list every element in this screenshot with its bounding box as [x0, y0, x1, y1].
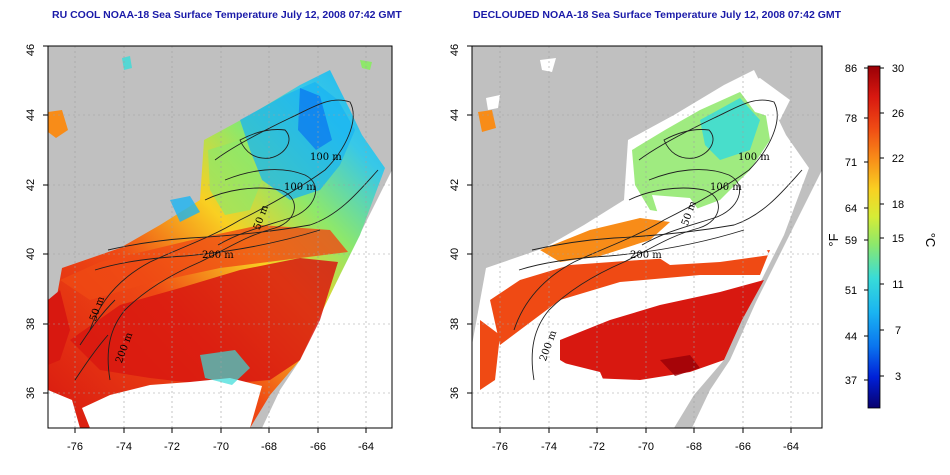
y-tick-label: 46: [449, 44, 461, 56]
contour-label: 200 m: [202, 250, 234, 261]
left-map-image: 100 m 100 m 50 m 200 m 50 m 200 m: [48, 46, 392, 428]
celsius-tick-label: 30: [892, 63, 904, 75]
right-grid: [472, 46, 822, 428]
fahrenheit-tick-label: 37: [845, 375, 857, 387]
y-tick-label: 44: [25, 109, 37, 121]
right-map-image: 100 m 100 m 50 m 200 m 200 m: [472, 46, 822, 428]
x-tick-label: -66: [310, 441, 326, 453]
contour-label: 100 m: [310, 152, 342, 163]
celsius-tick-label: 7: [895, 325, 901, 337]
y-tick-label: 42: [449, 179, 461, 191]
y-tick-label: 44: [449, 109, 461, 121]
x-tick-label: -64: [783, 441, 799, 453]
contour-label: 100 m: [284, 182, 316, 193]
left-panel-title: RU COOL NOAA-18 Sea Surface Temperature …: [52, 9, 402, 21]
colorbar-fahrenheit-ticks: 86 78 71 64 59 51 44 37: [845, 63, 868, 387]
x-tick-label: -66: [735, 441, 751, 453]
right-warm-band: [560, 280, 764, 380]
x-tick-label: -72: [589, 441, 605, 453]
x-tick-label: -72: [164, 441, 180, 453]
fahrenheit-unit-label: °F: [826, 233, 841, 246]
right-x-axis: -76 -74 -72 -70 -68 -66 -64: [492, 428, 799, 453]
right-map-panel: 100 m 100 m 50 m 200 m 200 m -76: [449, 44, 823, 453]
y-tick-label: 36: [25, 387, 37, 399]
x-tick-label: -64: [358, 441, 374, 453]
y-tick-label: 42: [25, 179, 37, 191]
left-warm-band: [70, 258, 338, 385]
fahrenheit-tick-label: 78: [845, 113, 857, 125]
y-tick-label: 40: [449, 248, 461, 260]
x-tick-label: -74: [116, 441, 132, 453]
celsius-unit-label: °C: [923, 233, 938, 248]
x-tick-label: -76: [67, 441, 83, 453]
right-y-axis: 36 38 40 42 44 46: [449, 44, 472, 399]
right-bathymetry-contours: [513, 99, 803, 381]
celsius-tick-label: 11: [892, 279, 903, 291]
left-y-axis: 36 38 40 42 44 46: [25, 44, 48, 399]
fahrenheit-tick-label: 51: [845, 285, 857, 297]
left-grid: [48, 46, 392, 428]
contour-label: 200 m: [630, 250, 662, 261]
contour-label: 100 m: [738, 152, 770, 163]
celsius-tick-label: 3: [895, 371, 901, 383]
fahrenheit-tick-label: 86: [845, 63, 857, 75]
right-map-frame: [471, 45, 823, 429]
x-tick-label: -68: [686, 441, 702, 453]
fahrenheit-tick-label: 59: [845, 235, 857, 247]
celsius-tick-label: 18: [892, 199, 904, 211]
celsius-tick-label: 22: [892, 153, 904, 165]
colorbar-scale: [867, 65, 881, 409]
x-tick-label: -68: [261, 441, 277, 453]
y-tick-label: 36: [449, 387, 461, 399]
celsius-tick-label: 15: [892, 233, 904, 245]
x-tick-label: -76: [492, 441, 508, 453]
fahrenheit-tick-label: 44: [845, 331, 857, 343]
colorbar-celsius-ticks: 30 26 22 18 15 11 7 3: [880, 63, 904, 383]
y-tick-label: 38: [449, 318, 461, 330]
y-tick-label: 40: [25, 248, 37, 260]
left-bathymetry-contours: [74, 99, 379, 381]
contour-label: 100 m: [710, 182, 742, 193]
y-tick-label: 46: [25, 44, 37, 56]
right-panel-title: DECLOUDED NOAA-18 Sea Surface Temperatur…: [473, 9, 842, 21]
y-tick-label: 38: [25, 318, 37, 330]
celsius-tick-label: 26: [892, 108, 904, 120]
x-tick-label: -70: [638, 441, 654, 453]
fahrenheit-tick-label: 64: [845, 203, 857, 215]
left-map-frame: [47, 45, 393, 429]
colorbar: 86 78 71 64 59 51 44 37 30 26 22 18 15 1…: [826, 63, 938, 409]
left-map-panel: 100 m 100 m 50 m 200 m 50 m 200 m: [25, 44, 393, 453]
fahrenheit-tick-label: 71: [845, 157, 857, 169]
left-x-axis: -76 -74 -72 -70 -68 -66 -64: [67, 428, 374, 453]
x-tick-label: -74: [541, 441, 557, 453]
x-tick-label: -70: [213, 441, 229, 453]
